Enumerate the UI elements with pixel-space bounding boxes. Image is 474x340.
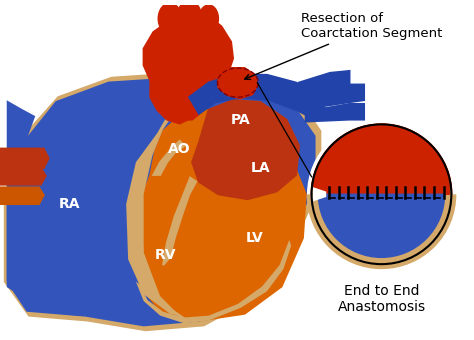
Ellipse shape xyxy=(178,1,201,28)
Wedge shape xyxy=(313,126,449,194)
Polygon shape xyxy=(154,141,184,175)
Text: AO: AO xyxy=(168,142,191,156)
Text: Resection of
Coarctation Segment: Resection of Coarctation Segment xyxy=(245,12,442,80)
Polygon shape xyxy=(306,104,364,121)
Polygon shape xyxy=(0,168,46,185)
Polygon shape xyxy=(163,178,196,265)
Polygon shape xyxy=(150,29,216,123)
Polygon shape xyxy=(126,110,180,316)
Polygon shape xyxy=(5,71,320,330)
Polygon shape xyxy=(192,100,299,199)
Polygon shape xyxy=(0,187,44,204)
Polygon shape xyxy=(140,199,199,321)
Polygon shape xyxy=(313,188,325,200)
Polygon shape xyxy=(311,194,451,264)
Wedge shape xyxy=(311,194,451,264)
Polygon shape xyxy=(311,194,451,264)
Polygon shape xyxy=(0,149,48,168)
Wedge shape xyxy=(319,194,445,257)
Polygon shape xyxy=(311,124,451,199)
Circle shape xyxy=(308,120,455,268)
Text: RA: RA xyxy=(59,197,81,211)
Polygon shape xyxy=(189,75,325,120)
Ellipse shape xyxy=(158,3,182,34)
Polygon shape xyxy=(299,71,349,97)
Text: End to End
Anastomosis: End to End Anastomosis xyxy=(337,284,426,314)
Polygon shape xyxy=(311,189,451,198)
Text: LV: LV xyxy=(246,231,263,245)
Polygon shape xyxy=(155,22,211,120)
Text: RV: RV xyxy=(154,249,176,262)
Polygon shape xyxy=(134,110,306,321)
Text: LA: LA xyxy=(250,161,270,175)
Wedge shape xyxy=(311,124,451,194)
Polygon shape xyxy=(219,68,257,98)
Ellipse shape xyxy=(199,5,219,32)
Polygon shape xyxy=(8,102,97,316)
Polygon shape xyxy=(8,75,314,325)
Polygon shape xyxy=(299,85,364,110)
Text: PA: PA xyxy=(231,113,251,126)
Polygon shape xyxy=(144,15,233,81)
Polygon shape xyxy=(136,240,291,323)
